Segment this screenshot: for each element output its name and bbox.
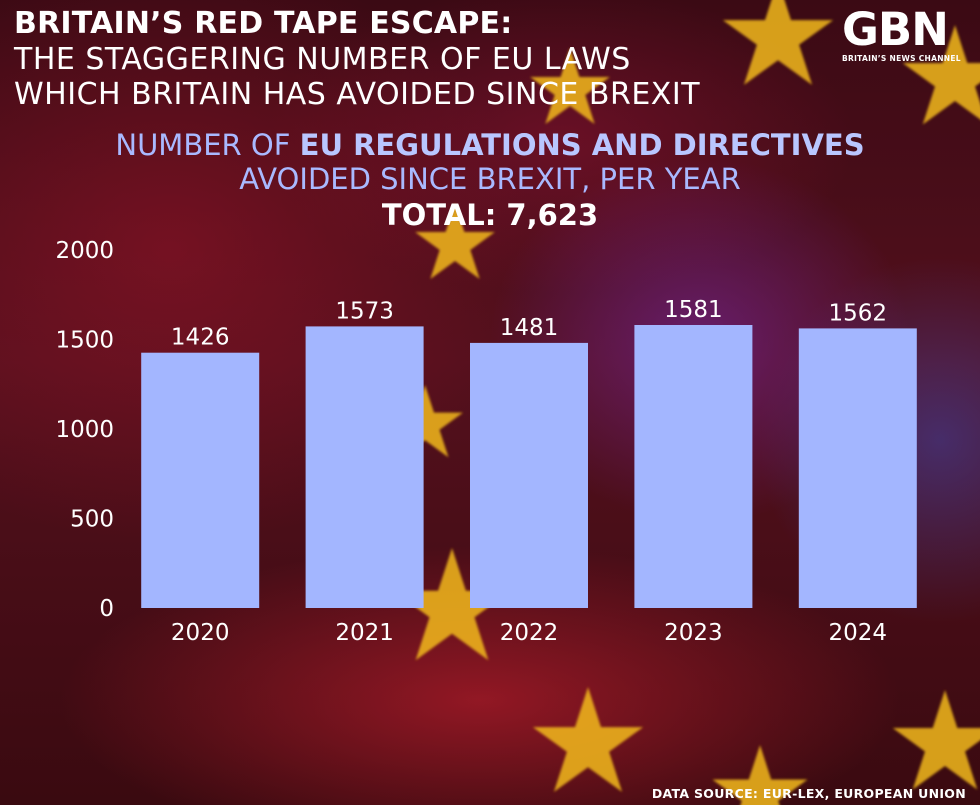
chart-total: TOTAL: 7,623: [381, 198, 599, 232]
chart-title-prefix: NUMBER OF: [115, 128, 300, 162]
gbn-logo-tagline: BRITAIN’S NEWS CHANNEL: [842, 54, 961, 63]
bar-2024: [798, 328, 917, 608]
x-tick-label: 2022: [500, 620, 559, 646]
x-tick-label: 2023: [664, 620, 723, 646]
bar-2022: [470, 342, 588, 608]
bar-value-label: 1481: [500, 315, 559, 341]
chart-title-line1: NUMBER OF EU REGULATIONS AND DIRECTIVES: [0, 128, 980, 162]
bar-2021: [305, 326, 424, 608]
y-tick-label: 500: [70, 507, 114, 533]
headline-subtitle-line2: WHICH BRITAIN HAS AVOIDED SINCE BREXIT: [14, 77, 701, 112]
bar-value-label: 1581: [664, 297, 723, 323]
headline-subtitle-line1: THE STAGGERING NUMBER OF EU LAWS: [14, 42, 631, 77]
x-tick-label: 2024: [829, 620, 888, 646]
chart-title-emphasis: EU REGULATIONS AND DIRECTIVES: [299, 128, 865, 162]
y-tick-label: 1500: [55, 328, 114, 354]
x-tick-label: 2021: [335, 620, 394, 646]
headline-title: BRITAIN’S RED TAPE ESCAPE:: [14, 6, 513, 41]
y-tick-label: 0: [99, 596, 114, 622]
bar-value-label: 1562: [829, 300, 888, 326]
data-source: DATA SOURCE: EUR-LEX, EUROPEAN UNION: [651, 786, 966, 801]
bar-value-label: 1573: [335, 298, 394, 324]
y-tick-label: 1000: [55, 417, 114, 443]
gbn-logo-mark: GBN: [842, 3, 949, 56]
bar-2023: [634, 325, 753, 608]
gbn-logo: GBN BRITAIN’S NEWS CHANNEL: [842, 4, 970, 74]
x-tick-label: 2020: [171, 620, 230, 646]
bar-2020: [141, 352, 260, 608]
bar-value-label: 1426: [171, 325, 230, 351]
y-tick-label: 2000: [55, 238, 114, 264]
chart-title-line2: AVOIDED SINCE BREXIT, PER YEAR: [239, 162, 741, 196]
